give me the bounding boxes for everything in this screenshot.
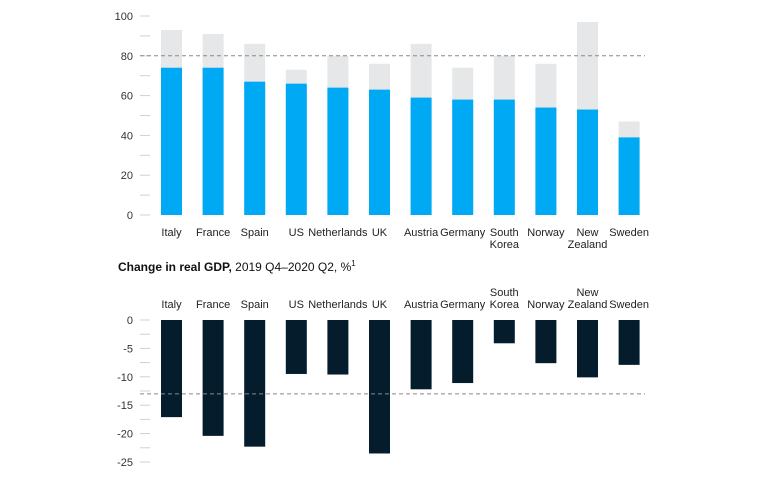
bar (618, 320, 640, 365)
y-tick-label: -10 (117, 372, 133, 384)
x-category-label-line: Sweden (609, 227, 649, 239)
x-category-label: US (289, 299, 304, 311)
bar (410, 320, 432, 390)
x-category-label: Austria (404, 299, 439, 311)
x-category-label-line: Germany (440, 299, 486, 311)
x-category-label-line: UK (372, 299, 388, 311)
x-category-label: New Zealand (568, 287, 608, 311)
x-category-label: France (196, 299, 230, 311)
x-category-label-line: Germany (440, 227, 486, 239)
x-category-label-line: Spain (241, 299, 269, 311)
x-category-label-line: Zealand (568, 239, 608, 251)
x-category-label: Sweden (609, 299, 649, 311)
bar-primary (369, 89, 390, 215)
x-category-label-line: New (576, 227, 598, 239)
x-category-label-line: UK (372, 227, 388, 239)
x-category-label-line: Korea (490, 299, 520, 311)
y-tick-label: -25 (117, 457, 133, 469)
bottom-chart-title: Change in real GDP, 2019 Q4–2020 Q2, %1 (118, 259, 356, 274)
bar (327, 320, 349, 375)
x-category-label: Norway (527, 299, 565, 311)
x-category-label-line: France (196, 299, 230, 311)
bar (577, 320, 598, 378)
bar (452, 320, 474, 384)
y-tick-label: 0 (127, 315, 133, 327)
x-category-label-line: Norway (527, 299, 565, 311)
y-tick-label: -15 (117, 400, 133, 412)
bar-primary (410, 97, 432, 215)
x-category-label: Netherlands (308, 299, 368, 311)
x-category-label-line: New (576, 287, 598, 299)
x-category-label: Austria (404, 227, 439, 239)
x-category-label-line: Austria (404, 227, 439, 239)
x-category-label-line: US (289, 227, 304, 239)
x-category-label-line: US (289, 299, 304, 311)
bar (493, 320, 515, 344)
x-category-label: Spain (241, 299, 269, 311)
x-category-label-line: South (490, 287, 519, 299)
x-category-label-line: Italy (161, 299, 182, 311)
bar (202, 320, 224, 436)
x-category-label-line: Austria (404, 299, 439, 311)
bar-primary (327, 87, 349, 215)
x-category-label: Sweden (609, 227, 649, 239)
x-category-label-line: Netherlands (308, 299, 368, 311)
x-category-label: US (289, 227, 304, 239)
x-category-label: Netherlands (308, 227, 368, 239)
x-category-label-line: Norway (527, 227, 565, 239)
x-category-label: Italy (161, 227, 182, 239)
y-tick-label: 40 (121, 130, 133, 142)
x-category-label-line: Italy (161, 227, 182, 239)
top-chart: 0 20 40 60 80 100 Italy France Spain US Netherland… (115, 11, 649, 251)
bar-primary (493, 99, 515, 215)
x-category-label: UK (372, 299, 388, 311)
bar (244, 320, 266, 447)
x-category-label-line: Zealand (568, 299, 608, 311)
x-category-label: Germany (440, 299, 486, 311)
bottom-title-rest: 2019 Q4–2020 Q2, % (232, 260, 352, 274)
x-category-label: Spain (241, 227, 269, 239)
y-tick-label: 0 (127, 210, 133, 222)
y-tick-label: 100 (115, 11, 133, 23)
bottom-chart: 0 -5 -10 -15 -20 -25 Italy France Spain US Netherl… (117, 287, 649, 469)
bar-primary (577, 109, 598, 215)
x-category-label: Norway (527, 227, 565, 239)
y-tick-label: 20 (121, 170, 133, 182)
x-category-label: France (196, 227, 230, 239)
x-category-label: Germany (440, 227, 486, 239)
bar-primary (244, 81, 266, 215)
x-category-label-line: South (490, 227, 519, 239)
x-category-label-line: Netherlands (308, 227, 368, 239)
x-category-label: UK (372, 227, 388, 239)
bottom-title-sup: 1 (351, 259, 356, 268)
bar (535, 320, 557, 364)
bar (285, 320, 307, 374)
x-category-label: Italy (161, 299, 182, 311)
x-category-label-line: France (196, 227, 230, 239)
y-tick-label: -20 (117, 429, 133, 441)
x-category-label-line: Sweden (609, 299, 649, 311)
y-tick-label: -5 (123, 343, 133, 355)
bar-primary (161, 67, 182, 216)
y-tick-label: 80 (121, 51, 133, 63)
bar-primary (452, 99, 474, 215)
bar-primary (535, 107, 557, 215)
x-category-label-line: Spain (241, 227, 269, 239)
bar-primary (202, 67, 224, 216)
bar (369, 320, 390, 454)
bottom-title-bold: Change in real GDP, (118, 260, 232, 274)
x-category-label: South Korea (490, 287, 520, 311)
x-category-label: New Zealand (568, 227, 608, 251)
bar (161, 320, 182, 418)
x-category-label: South Korea (490, 227, 520, 251)
x-category-label-line: Korea (490, 239, 520, 251)
bar-primary (618, 137, 640, 215)
bar-primary (285, 83, 307, 215)
y-tick-label: 60 (121, 91, 133, 103)
